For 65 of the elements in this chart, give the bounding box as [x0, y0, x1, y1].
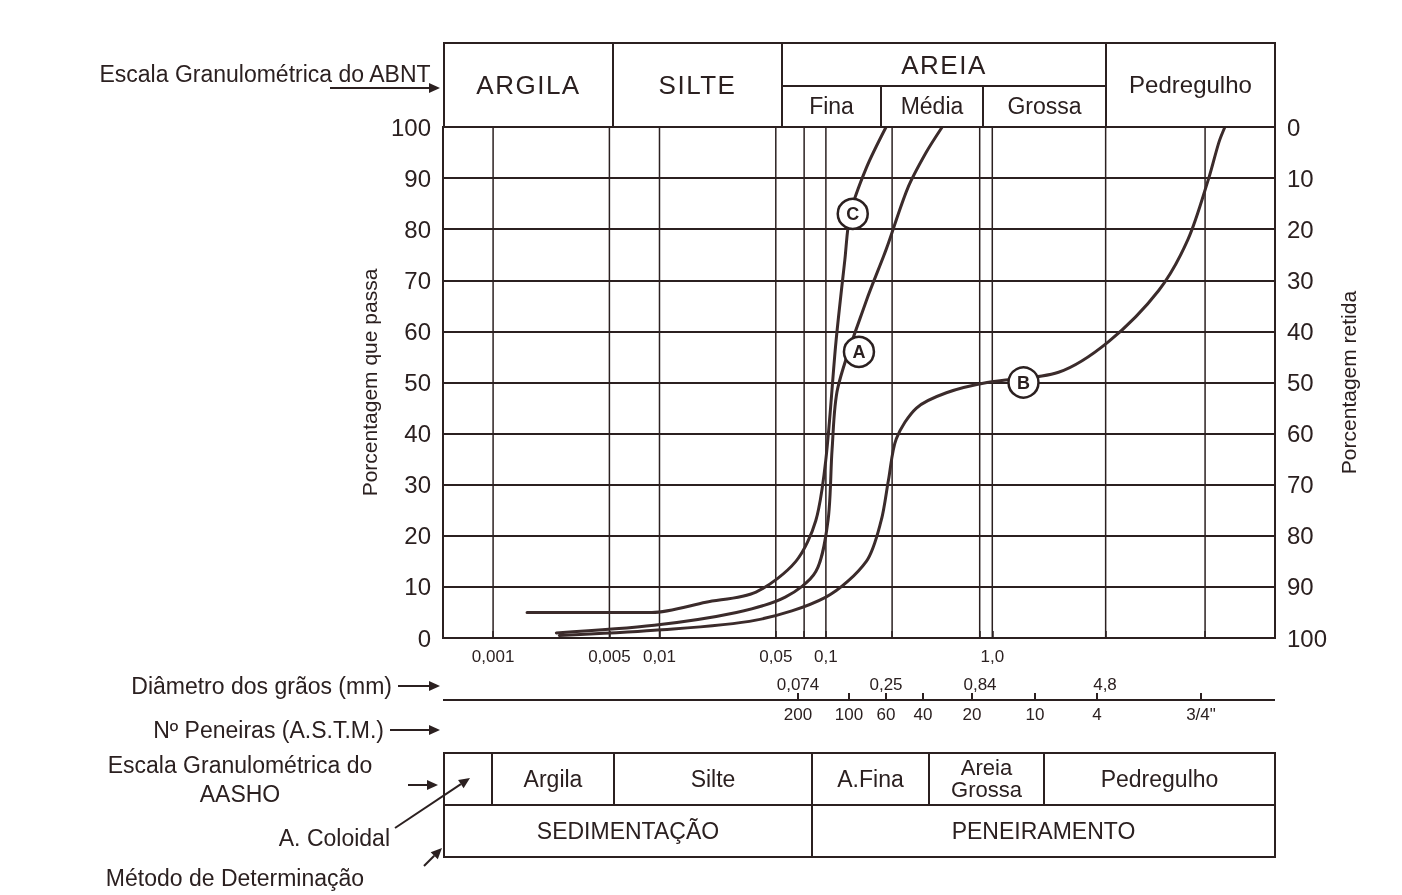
- y2-tick-label: 60: [1287, 420, 1314, 448]
- text: SEDIMENTAÇÃO: [536, 817, 720, 844]
- text: 100: [834, 703, 864, 726]
- text: Nº Peneiras (A.S.T.M.): [153, 715, 384, 745]
- y2-tick-label: 90: [1287, 573, 1314, 601]
- x-tick-label: 0,005: [588, 647, 631, 666]
- y2-tick-label: 40: [1287, 317, 1314, 345]
- text: Areia Grossa: [950, 755, 1023, 802]
- text: 10: [1025, 703, 1045, 726]
- y-axis-title: Porcentagem que passa: [358, 268, 382, 497]
- y2-axis-title: Porcentagem retida: [1336, 290, 1360, 475]
- text: 200: [783, 703, 813, 726]
- y2-tick-label: 10: [1287, 164, 1314, 192]
- text: 0,84: [963, 673, 997, 696]
- y2-tick-label: 30: [1287, 266, 1314, 294]
- text: SILTE: [658, 70, 737, 100]
- text: AREIA: [901, 49, 987, 80]
- y-tick-label: 80: [404, 215, 431, 243]
- y2-tick-label: 0: [1287, 113, 1301, 141]
- text: 0,25: [869, 673, 903, 696]
- y-tick-label: 10: [404, 573, 431, 601]
- text: Fina: [809, 93, 854, 119]
- y-tick-label: 90: [404, 164, 431, 192]
- text: 4: [1092, 703, 1102, 726]
- x-tick-label: 0,001: [471, 647, 515, 666]
- y2-tick-label: 70: [1287, 471, 1314, 499]
- y-tick-label: 70: [404, 266, 431, 294]
- text: Método de Determinação: [105, 863, 365, 893]
- text: Grossa: [1007, 93, 1082, 119]
- y2-tick-label: 20: [1287, 215, 1314, 243]
- annotation: A: [852, 341, 866, 362]
- text: ARGILA: [476, 70, 581, 100]
- text: A.Fina: [837, 765, 904, 792]
- x-axis-title: Diâmetro dos grãos (mm): [131, 673, 392, 699]
- text: Argila: [523, 765, 583, 792]
- text: 0,074: [776, 673, 820, 696]
- text: 3/4": [1186, 703, 1216, 726]
- y-tick-label: 0: [417, 624, 431, 652]
- text: PENEIRAMENTO: [951, 817, 1136, 844]
- y2-tick-label: 50: [1287, 369, 1314, 396]
- text: Média: [900, 93, 964, 119]
- text: 4,8: [1093, 673, 1117, 696]
- y-tick-label: 60: [404, 317, 431, 345]
- y-tick-label: 20: [404, 522, 431, 550]
- y-tick-label: 50: [404, 369, 431, 396]
- text: 20: [962, 703, 982, 726]
- x-tick-label: 0,05: [759, 647, 793, 666]
- text: Pedregulho: [1129, 71, 1252, 98]
- x-tick-label: 1,0: [980, 647, 1005, 666]
- text: 60: [876, 703, 896, 726]
- y-tick-label: 100: [390, 113, 431, 141]
- annotation: B: [1016, 372, 1030, 393]
- text: A. Coloidal: [278, 823, 390, 853]
- y-tick-label: 30: [404, 471, 431, 499]
- y2-tick-label: 100: [1287, 624, 1328, 652]
- x-tick-label: 0,1: [814, 647, 838, 666]
- x-tick-label: 0,01: [642, 647, 677, 666]
- text: Escala Granulométrica do ABNT: [99, 59, 431, 89]
- text: Silte: [690, 765, 736, 792]
- text: Escala Granulométrica do AASHO: [106, 751, 374, 809]
- text: 40: [913, 703, 933, 726]
- annotation: C: [846, 203, 860, 224]
- text: Pedregulho: [1100, 765, 1219, 792]
- y2-tick-label: 80: [1287, 522, 1314, 550]
- y-tick-label: 40: [404, 420, 431, 448]
